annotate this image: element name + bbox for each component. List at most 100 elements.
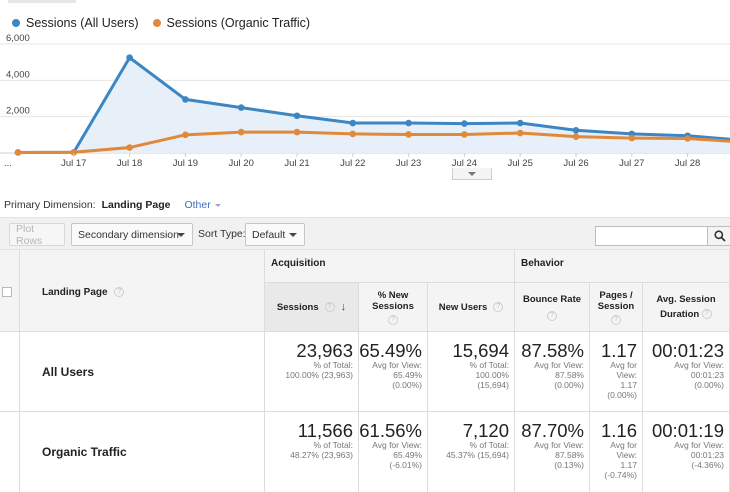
data-point-organic	[237, 128, 245, 136]
help-icon[interactable]: ?	[388, 314, 398, 325]
sub-new-users-2: 45.37% (15,694)	[446, 450, 509, 460]
legend-dot-organic	[152, 19, 161, 27]
plot-rows-label: Plot Rows	[16, 222, 43, 247]
sub-bounce-3: (0.00%)	[554, 380, 584, 390]
primary-dimension-other[interactable]: Other	[184, 199, 221, 211]
sort-type-value: Default	[252, 228, 286, 241]
sessions-line-chart[interactable]: 2,000 4,000 6,000... Jul 17 Jul 18 Jul 19 Jul …	[0, 34, 730, 184]
x-tick-label: Jul 24	[452, 158, 477, 169]
column-header-new-users[interactable]: New Users ?	[428, 283, 515, 332]
help-icon[interactable]: ?	[114, 287, 125, 298]
data-point-all-users	[237, 104, 245, 111]
y-tick-label: 2,000	[6, 106, 30, 117]
chevron-down-icon	[214, 203, 221, 207]
legend-item-organic[interactable]: Sessions (Organic Traffic)	[152, 16, 311, 30]
data-point-organic	[126, 144, 133, 151]
x-tick-label: Jul 27	[619, 158, 644, 169]
x-tick-label: Jul 21	[284, 158, 309, 169]
value-new-sessions: 65.49%	[359, 340, 422, 361]
sub-pages-3: 1.17	[620, 380, 637, 390]
cell-organic-new-sessions: 61.56% Avg for View: 65.49% (-6.01%)	[359, 412, 428, 492]
value-avg-duration: 00:01:19	[651, 420, 724, 441]
row-label-organic-traffic: Organic Traffic	[20, 412, 265, 492]
plot-rows-button[interactable]: Plot Rows	[9, 222, 65, 247]
chevron-down-icon	[468, 171, 476, 176]
x-tick-label: ...	[4, 158, 12, 169]
data-point-organic	[572, 133, 580, 140]
cell-all-users-avg-duration: 00:01:23 Avg for View: 00:01:23 (0.00%)	[643, 332, 730, 412]
cell-all-users-sessions: 23,963 % of Total: 100.00% (23,963)	[265, 332, 359, 412]
data-point-organic	[14, 149, 22, 156]
sub-duration-1: Avg for View:	[674, 360, 724, 370]
column-bounce-rate-label: Bounce Rate	[522, 293, 582, 305]
data-point-organic	[405, 131, 412, 138]
value-pages-session: 1.16	[600, 420, 637, 441]
x-tick-label: Jul 19	[173, 158, 198, 169]
help-icon[interactable]: ?	[493, 302, 504, 312]
data-point-all-users	[126, 54, 133, 61]
x-tick-label: Jul 18	[117, 158, 142, 169]
data-point-all-users	[516, 119, 524, 127]
secondary-dimension-dropdown[interactable]: Secondary dimension	[71, 223, 193, 246]
sub-pages-2: View:	[616, 450, 637, 460]
cell-all-users-new-sessions: 65.49% Avg for View: 65.49% (0.00%)	[359, 332, 428, 412]
data-point-all-users	[405, 119, 412, 127]
x-tick-label: Jul 25	[508, 158, 533, 169]
sub-new-users-3: (15,694)	[477, 380, 509, 390]
primary-dimension-other-label: Other	[184, 199, 211, 211]
data-point-all-users	[293, 112, 301, 120]
column-header-pages-session[interactable]: Pages / Session ?	[590, 283, 643, 332]
sort-type-dropdown[interactable]: Default	[245, 223, 305, 246]
sub-duration-3: (-4.36%)	[691, 460, 724, 470]
value-sessions: 11,566	[297, 420, 353, 441]
data-point-all-users	[349, 119, 357, 127]
legend-label-all-users: Sessions (All Users)	[26, 16, 139, 30]
column-new-sessions-label-1: % New	[377, 289, 409, 301]
y-tick-label: 4,000	[6, 69, 30, 80]
landing-page-header[interactable]: Landing Page ?	[20, 250, 265, 332]
value-new-users: 15,694	[452, 340, 509, 361]
help-icon[interactable]: ?	[611, 314, 621, 325]
legend-dot-all-users	[12, 19, 20, 27]
sub-new-sessions-3: (0.00%)	[392, 380, 422, 390]
x-tick-label: Jul 20	[229, 158, 254, 169]
legend-label-organic: Sessions (Organic Traffic)	[166, 16, 311, 30]
sub-sessions-2: 48.27% (23,963)	[290, 450, 353, 460]
data-point-all-users	[461, 120, 468, 127]
data-point-organic	[70, 148, 78, 156]
select-all-checkbox[interactable]	[2, 287, 12, 297]
table-search-input[interactable]	[595, 226, 708, 246]
sub-new-users-2: 100.00%	[475, 370, 509, 380]
column-header-avg-session-duration[interactable]: Avg. Session Duration ?	[643, 283, 730, 332]
landing-page-header-label: Landing Page	[42, 287, 108, 298]
select-all-cell	[0, 250, 20, 332]
search-button[interactable]	[708, 226, 730, 246]
x-tick-label: Jul 23	[396, 158, 421, 169]
help-icon[interactable]: ?	[701, 309, 712, 320]
sub-pages-4: (0.00%)	[607, 390, 637, 400]
column-header-sessions[interactable]: Sessions ? ↓	[265, 283, 359, 332]
cell-organic-avg-duration: 00:01:19 Avg for View: 00:01:23 (-4.36%)	[643, 412, 730, 492]
legend-item-all-users[interactable]: Sessions (All Users)	[12, 16, 139, 30]
x-tick-label: Jul 17	[61, 158, 86, 169]
help-icon[interactable]: ?	[547, 310, 557, 321]
acquisition-group-header: Acquisition	[265, 250, 515, 283]
chart-collapse-toggle[interactable]	[452, 168, 492, 180]
column-header-new-sessions[interactable]: % New Sessions ?	[359, 283, 428, 332]
column-new-sessions-label-2: Sessions	[372, 300, 414, 312]
data-table: Landing Page ? Acquisition Behavior Sess…	[0, 250, 730, 492]
value-new-users: 7,120	[462, 420, 509, 441]
value-new-sessions: 61.56%	[359, 420, 422, 441]
sub-new-sessions-2: 65.49%	[393, 370, 422, 380]
column-header-bounce-rate[interactable]: Bounce Rate ?	[515, 283, 590, 332]
column-avg-duration-label-1: Avg. Session	[656, 294, 716, 305]
value-bounce-rate: 87.58%	[521, 340, 584, 361]
primary-dimension-landing-page[interactable]: Landing Page	[101, 199, 171, 211]
column-avg-duration-label-2: Duration	[660, 309, 700, 320]
help-icon[interactable]: ?	[324, 302, 335, 312]
secondary-dimension-label: Secondary dimension	[78, 228, 179, 241]
value-bounce-rate: 87.70%	[521, 420, 584, 441]
sub-new-users-1: % of Total:	[469, 360, 509, 370]
behavior-group-header: Behavior	[515, 250, 730, 283]
primary-dimension-bar: Primary Dimension: Landing Page Other	[4, 199, 221, 211]
